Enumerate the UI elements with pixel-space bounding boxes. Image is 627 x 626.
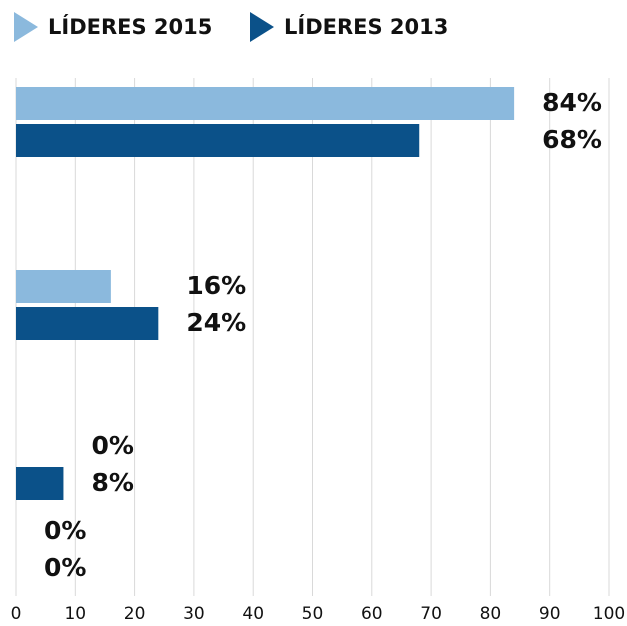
bar [16,87,515,120]
x-tick-label: 10 [64,604,86,624]
x-tick-label: 90 [539,604,561,624]
value-label: 8% [91,468,133,497]
x-tick-label: 0 [11,604,22,624]
x-tick-label: 30 [183,604,205,624]
legend-label: LÍDERES 2015 [48,14,212,39]
x-tick-label: 100 [593,604,625,624]
value-label: 0% [44,553,86,582]
legend-marker [14,12,38,42]
value-label: 24% [186,308,246,337]
value-label: 0% [44,516,86,545]
x-tick-label: 20 [124,604,146,624]
value-label: 68% [542,125,602,154]
value-label: 84% [542,88,602,117]
legend-marker [250,12,274,42]
legend-label: LÍDERES 2013 [284,14,448,39]
x-tick-label: 40 [242,604,264,624]
bar [16,307,159,340]
x-tick-label: 50 [302,604,324,624]
x-tick-label: 70 [420,604,442,624]
bar [16,467,64,500]
x-tick-label: 80 [480,604,502,624]
bar [16,124,420,157]
bar [16,270,111,303]
value-label: 16% [186,271,246,300]
value-label: 0% [91,431,133,460]
x-tick-label: 60 [361,604,383,624]
